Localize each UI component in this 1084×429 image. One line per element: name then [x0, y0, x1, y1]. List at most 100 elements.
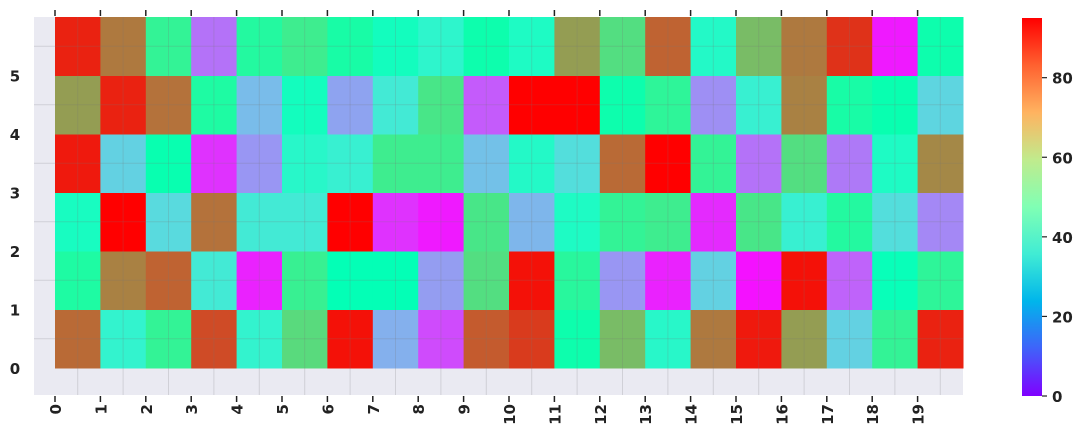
x-tick-label-7: 7 — [365, 404, 383, 414]
heatmap-cell-3-16 — [781, 134, 828, 193]
heatmap-cell-3-9 — [463, 134, 510, 193]
grid-lines — [34, 17, 963, 395]
heatmap-cell-5-7 — [372, 17, 419, 76]
x-tick-label-19: 19 — [910, 404, 928, 425]
colorbar-tick-label-40: 40 — [1052, 229, 1073, 247]
colorbar-tick-label-20: 20 — [1052, 308, 1073, 326]
colorbar-tick-label-0: 0 — [1052, 388, 1062, 406]
heatmap-cell-2-19 — [917, 192, 964, 252]
x-tick-label-8: 8 — [410, 404, 428, 414]
y-tick-label-3: 3 — [10, 185, 20, 203]
heatmap-cell-2-11 — [554, 192, 601, 252]
x-tick-label-1: 1 — [92, 404, 110, 414]
heatmap-cell-1-9 — [463, 251, 510, 310]
heatmap-cell-0-17 — [826, 309, 873, 369]
heatmap-cell-5-3 — [191, 17, 238, 76]
x-tick-label-16: 16 — [773, 404, 791, 425]
x-tick-label-4: 4 — [229, 404, 247, 414]
heatmap-cell-2-7 — [372, 192, 419, 252]
heatmap-cell-5-18 — [872, 17, 919, 76]
heatmap-cell-5-0 — [55, 17, 101, 76]
x-tick-label-0: 0 — [47, 404, 65, 414]
x-tick-label-13: 13 — [637, 404, 655, 425]
heatmap-cell-4-18 — [872, 75, 919, 135]
heatmap-cell-1-3 — [191, 251, 238, 310]
x-tick-label-15: 15 — [728, 404, 746, 425]
x-tick-label-18: 18 — [864, 404, 882, 425]
heatmap-cell-3-13 — [645, 134, 692, 193]
heatmap-cell-4-10 — [509, 75, 555, 135]
heatmap-cell-0-19 — [917, 309, 964, 369]
heatmap-cell-2-5 — [282, 192, 328, 252]
heatmap-cell-1-5 — [282, 251, 328, 310]
heatmap-cell-0-12 — [599, 309, 646, 369]
heatmap-cell-3-0 — [55, 134, 101, 193]
heatmap-cell-0-5 — [282, 309, 328, 369]
colorbar-tick-label-80: 80 — [1052, 70, 1073, 88]
heatmap-cell-3-15 — [736, 134, 782, 193]
x-tick-label-11: 11 — [546, 404, 564, 425]
heatmap-cell-2-8 — [418, 192, 465, 252]
heatmap-cell-4-16 — [781, 75, 828, 135]
heatmap-cell-0-15 — [736, 309, 782, 369]
heatmap-cell-1-1 — [100, 251, 147, 310]
heatmap-cell-4-11 — [554, 75, 601, 135]
heatmap-cell-5-17 — [826, 17, 873, 76]
heatmap-cell-0-2 — [145, 309, 192, 369]
heatmap-cell-2-18 — [872, 192, 919, 252]
heatmap-cell-2-12 — [599, 192, 646, 252]
heatmap-cell-4-0 — [55, 75, 101, 135]
heatmap-cell-3-7 — [372, 134, 419, 193]
y-tick-label-5: 5 — [10, 68, 20, 86]
heatmap-cell-5-13 — [645, 17, 692, 76]
heatmap-cell-0-16 — [781, 309, 828, 369]
heatmap-cell-3-3 — [191, 134, 238, 193]
heatmap-cell-3-14 — [690, 134, 737, 193]
heatmap-cell-5-12 — [599, 17, 646, 76]
heatmap-cell-1-11 — [554, 251, 601, 310]
heatmap-cell-5-8 — [418, 17, 465, 76]
heatmap-cell-1-19 — [917, 251, 964, 310]
heatmap-cell-1-15 — [736, 251, 782, 310]
heatmap-cell-1-2 — [145, 251, 192, 310]
heatmap-cell-5-4 — [236, 17, 283, 76]
heatmap-cell-4-19 — [917, 75, 964, 135]
heatmap-cell-0-18 — [872, 309, 919, 369]
heatmap-cell-3-10 — [509, 134, 555, 193]
colorbar-tick-label-60: 60 — [1052, 149, 1073, 167]
y-tick-label-2: 2 — [10, 243, 20, 261]
heatmap-cell-2-3 — [191, 192, 238, 252]
colorbar-ticks: 0 20 40 60 80 — [1042, 70, 1073, 406]
heatmap-cell-5-16 — [781, 17, 828, 76]
heatmap-cell-4-12 — [599, 75, 646, 135]
heatmap-cell-0-3 — [191, 309, 238, 369]
heatmap-cell-1-12 — [599, 251, 646, 310]
x-tick-label-5: 5 — [274, 404, 292, 414]
heatmap-cell-4-1 — [100, 75, 147, 135]
heatmap-cell-0-10 — [509, 309, 555, 369]
y-tick-label-0: 0 — [10, 360, 20, 378]
heatmap-cell-2-10 — [509, 192, 555, 252]
heatmap-cell-5-2 — [145, 17, 192, 76]
heatmap-cell-3-8 — [418, 134, 465, 193]
y-axis-ticks: 0 1 2 3 4 5 — [10, 68, 20, 379]
heatmap-cell-0-0 — [55, 309, 101, 369]
heatmap-cell-4-2 — [145, 75, 192, 135]
heatmap-cell-2-6 — [327, 192, 374, 252]
x-tick-label-9: 9 — [456, 404, 474, 414]
heatmap-cell-3-17 — [826, 134, 873, 193]
heatmap-cell-4-13 — [645, 75, 692, 135]
heatmap-cell-2-14 — [690, 192, 737, 252]
heatmap-cell-5-15 — [736, 17, 782, 76]
heatmap-cell-1-13 — [645, 251, 692, 310]
heatmap-cell-1-17 — [826, 251, 873, 310]
heatmap-cell-5-6 — [327, 17, 374, 76]
heatmap-cell-5-5 — [282, 17, 328, 76]
heatmap-cell-2-15 — [736, 192, 782, 252]
heatmap-cell-5-11 — [554, 17, 601, 76]
heatmap-cell-4-5 — [282, 75, 328, 135]
heatmap-cell-0-14 — [690, 309, 737, 369]
heatmap-cell-4-14 — [690, 75, 737, 135]
heatmap-cell-1-14 — [690, 251, 737, 310]
